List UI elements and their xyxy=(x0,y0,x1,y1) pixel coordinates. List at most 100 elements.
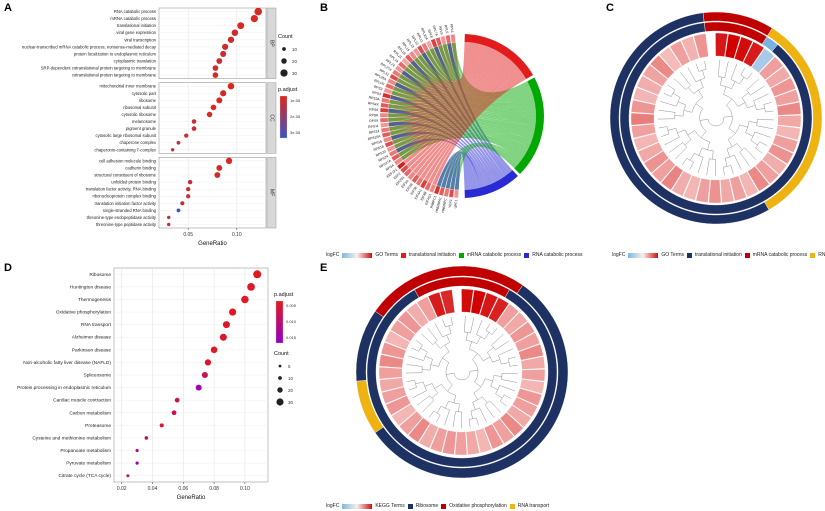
svg-text:20: 20 xyxy=(288,388,294,393)
svg-text:EIF2S1: EIF2S1 xyxy=(395,175,406,186)
svg-text:threonine-type peptidase activ: threonine-type peptidase activity xyxy=(96,222,157,227)
logfc-label: logFC xyxy=(326,503,340,509)
term-swatch xyxy=(401,252,407,258)
svg-text:RPL11: RPL11 xyxy=(416,32,424,43)
panel-d-label: D xyxy=(4,262,12,274)
svg-text:protein localization to endopl: protein localization to endoplasmic reti… xyxy=(74,51,157,56)
svg-text:RPS3: RPS3 xyxy=(372,90,382,96)
svg-text:ribonucleoprotein complex bind: ribonucleoprotein complex binding xyxy=(92,194,156,199)
svg-text:MF: MF xyxy=(269,189,275,196)
go-cluster-circle xyxy=(609,11,823,225)
svg-text:RNA catabolic process: RNA catabolic process xyxy=(114,9,156,14)
panel-b-legend: logFC GO Terms translational initiation … xyxy=(326,252,583,258)
svg-text:threonine-type endopeptidase a: threonine-type endopeptidase activity xyxy=(87,215,157,220)
svg-text:RPS15A: RPS15A xyxy=(367,134,381,141)
panel-c-label: C xyxy=(606,2,614,14)
svg-text:0.10: 0.10 xyxy=(240,486,250,492)
svg-text:GeneRatio: GeneRatio xyxy=(177,495,206,501)
terms-label: KEGG Terms xyxy=(375,503,405,509)
svg-text:translational initiation: translational initiation xyxy=(117,23,157,28)
svg-text:chaperonin-containing T-comple: chaperonin-containing T-complex xyxy=(94,147,157,152)
svg-text:0.02: 0.02 xyxy=(117,486,127,492)
svg-text:RPL21: RPL21 xyxy=(392,49,402,59)
svg-text:Ribosome: Ribosome xyxy=(89,272,111,278)
terms-label: GO Terms xyxy=(375,252,399,258)
panel-c: C logFC GO Terms translational initiatio… xyxy=(606,2,825,260)
svg-text:melanosome: melanosome xyxy=(132,119,157,124)
term-name: mRNA catabolic process xyxy=(466,252,522,258)
svg-text:0.10: 0.10 xyxy=(232,232,242,238)
logfc-gradient xyxy=(628,252,659,258)
svg-text:cytosolic part: cytosolic part xyxy=(132,91,157,96)
svg-text:HNRNPA1: HNRNPA1 xyxy=(435,197,443,214)
svg-text:20: 20 xyxy=(292,59,298,64)
svg-text:mitochondrial inner membrane: mitochondrial inner membrane xyxy=(99,84,156,89)
svg-text:p.adjust: p.adjust xyxy=(278,87,298,93)
svg-text:RPL27A: RPL27A xyxy=(380,62,393,73)
svg-text:CC: CC xyxy=(269,114,275,122)
svg-text:EIF4G1: EIF4G1 xyxy=(424,193,432,205)
svg-text:10: 10 xyxy=(288,376,294,381)
svg-text:Oxidative phosphorylation: Oxidative phosphorylation xyxy=(56,310,112,316)
svg-text:RPS3A: RPS3A xyxy=(368,95,380,101)
logfc-label: logFC xyxy=(612,252,626,258)
svg-text:viral gene expression: viral gene expression xyxy=(116,30,156,35)
term-name: RNA transport xyxy=(517,503,550,509)
svg-text:Cardiac muscle contraction: Cardiac muscle contraction xyxy=(53,398,111,404)
term-name: mRNA catabolic process xyxy=(752,252,808,258)
svg-text:Pyruvate metabolism: Pyruvate metabolism xyxy=(66,461,111,467)
term-swatch xyxy=(509,503,515,509)
logfc-gradient xyxy=(342,252,373,258)
svg-text:RNA transport: RNA transport xyxy=(81,322,112,328)
term-swatch xyxy=(524,252,530,258)
svg-text:RPS27A: RPS27A xyxy=(379,158,393,169)
svg-text:EIF4A1: EIF4A1 xyxy=(414,188,423,200)
term-swatch xyxy=(458,252,464,258)
svg-text:ribosomal subunit: ribosomal subunit xyxy=(123,105,157,110)
logfc-gradient xyxy=(342,503,373,509)
term-swatch xyxy=(744,252,750,258)
svg-text:mRNA catabolic process: mRNA catabolic process xyxy=(110,16,156,21)
panel-b-label: B xyxy=(320,2,328,14)
svg-text:0.05: 0.05 xyxy=(183,232,193,238)
svg-text:UPF1: UPF1 xyxy=(454,200,459,209)
svg-text:RPS9: RPS9 xyxy=(369,119,378,123)
svg-text:Huntington disease: Huntington disease xyxy=(70,284,111,290)
svg-text:RPS2: RPS2 xyxy=(373,85,383,92)
svg-text:EIF4B: EIF4B xyxy=(420,190,428,201)
svg-text:Thermogenesis: Thermogenesis xyxy=(78,297,112,303)
svg-text:cytoplasmic translation: cytoplasmic translation xyxy=(114,59,157,64)
svg-text:translation initiation factor: translation initiation factor activity xyxy=(95,201,157,206)
svg-text:Alzheimer disease: Alzheimer disease xyxy=(72,335,112,341)
svg-text:cotranslational protein target: cotranslational protein targeting to mem… xyxy=(72,73,157,78)
svg-text:RPS11: RPS11 xyxy=(368,124,379,129)
term-name: translational initiation xyxy=(695,252,742,258)
svg-text:10: 10 xyxy=(292,47,298,52)
kegg-cluster-circle xyxy=(355,265,569,479)
svg-text:RPS24: RPS24 xyxy=(378,154,389,163)
panel-e-label: E xyxy=(320,262,328,274)
svg-text:RPL13: RPL13 xyxy=(406,38,415,49)
svg-text:structural constituent of ribo: structural constituent of ribosome xyxy=(94,173,156,178)
svg-text:RPLP0: RPLP0 xyxy=(373,79,385,87)
svg-text:RPL31: RPL31 xyxy=(379,68,390,77)
terms-label: GO Terms xyxy=(661,252,685,258)
svg-text:RPS4X: RPS4X xyxy=(367,101,379,107)
svg-text:BP: BP xyxy=(269,40,275,47)
svg-text:RPL8: RPL8 xyxy=(427,29,434,38)
svg-text:0.06: 0.06 xyxy=(178,486,188,492)
term-name: Ribosome xyxy=(415,503,439,509)
svg-text:ribosome: ribosome xyxy=(139,98,157,103)
svg-text:RPS14: RPS14 xyxy=(368,129,379,135)
svg-text:RPL10A: RPL10A xyxy=(420,27,429,41)
svg-text:single-stranded RNA binding: single-stranded RNA binding xyxy=(103,208,157,213)
panel-c-legend: logFC GO Terms translational initiation … xyxy=(612,252,825,258)
svg-text:RPS23: RPS23 xyxy=(375,149,387,157)
svg-text:0.005: 0.005 xyxy=(286,303,297,308)
svg-text:RPL15: RPL15 xyxy=(401,41,411,52)
svg-text:Parkinson disease: Parkinson disease xyxy=(72,347,112,353)
term-swatch xyxy=(810,252,816,258)
term-name: Oxidative phosphorylation xyxy=(449,503,507,509)
svg-text:Count: Count xyxy=(278,34,293,40)
